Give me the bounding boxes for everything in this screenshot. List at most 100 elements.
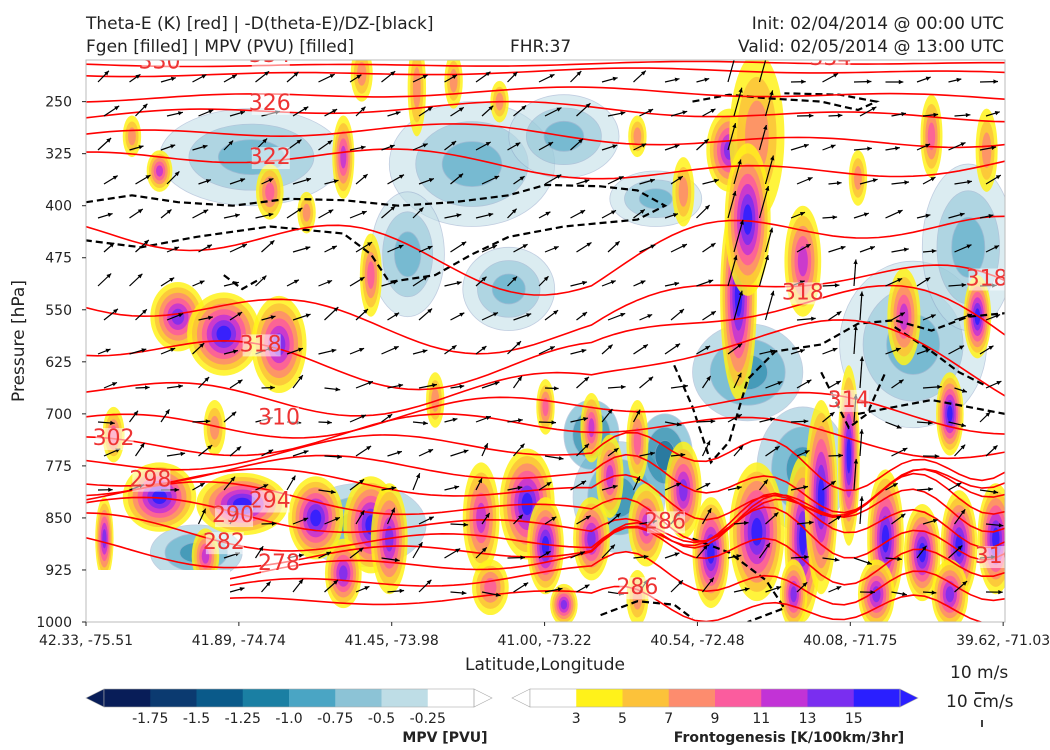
wind-vector-head [709, 577, 714, 583]
ddz-contour [600, 600, 694, 620]
wind-vector-head [960, 444, 966, 450]
wind-vector-head [898, 379, 904, 384]
wind-vector-head [303, 106, 309, 111]
colorbar-swatch [622, 689, 670, 707]
theta-e-label-bg [812, 60, 851, 70]
wind-vector-head [744, 587, 750, 592]
wind-vector-head [390, 71, 396, 76]
wind-vector [727, 60, 735, 83]
wind-vector-head [549, 74, 555, 79]
theta-e-contour [86, 60, 1005, 68]
wind-vector-head [553, 246, 559, 251]
wind-vector-head [268, 449, 274, 454]
wind-vector-head [966, 244, 972, 249]
wind-vector-head [519, 176, 525, 181]
wind-vector [853, 325, 857, 355]
fgen-contour [542, 397, 549, 417]
wind-vector-head [610, 544, 615, 550]
wind-vector-head [777, 381, 783, 386]
wind-vector-head [674, 552, 680, 557]
ddz-contour [86, 183, 668, 284]
colorbar-tick-label: -1.75 [132, 711, 168, 727]
wind-vector-head [960, 142, 966, 147]
theta-e-label: 278 [258, 551, 300, 576]
wind-vector-head [703, 139, 709, 144]
fgen-contour [152, 490, 167, 505]
wind-vector-head [650, 451, 655, 456]
wind-vector-head [737, 343, 743, 348]
colorbar-extend-right [473, 688, 493, 708]
wind-vector [764, 155, 774, 185]
wind-vector-head [264, 71, 270, 76]
wind-vector-head [201, 74, 207, 79]
wind-vector-head [228, 140, 234, 146]
wind-vector-head [107, 212, 113, 217]
wind-vector-head [811, 316, 816, 321]
wind-vector-head [830, 144, 836, 149]
colorbar-swatch [668, 689, 716, 707]
wind-vector-head [270, 385, 275, 390]
ddz-contour [857, 398, 1005, 415]
wind-vector-head [428, 449, 434, 454]
colorbar-swatch [853, 689, 901, 707]
wind-vector-head [611, 210, 616, 215]
y-tick-label: 775 [45, 459, 72, 475]
wind-vector-head [297, 207, 303, 213]
fgen-contour [302, 203, 311, 222]
colorbar-swatch [196, 689, 244, 707]
wind-vector-head [485, 142, 491, 146]
wind-vector-head [738, 445, 744, 451]
theta-e-label: 310 [975, 544, 1017, 569]
fgen-contour [881, 524, 890, 553]
wind-vector-head [485, 415, 491, 420]
wind-vector-head [582, 280, 587, 286]
wind-vector-head [859, 429, 864, 434]
wind-vector-head [461, 241, 467, 246]
theta-e-label-bg [830, 389, 869, 412]
wind-vector-head [859, 496, 864, 501]
wind-vector-head [390, 206, 396, 211]
fgen-contour [854, 166, 862, 190]
fgen-contour [797, 246, 808, 277]
fgen-contour [633, 427, 642, 456]
theta-e-contour [86, 585, 1005, 622]
wind-vector-head [493, 312, 498, 317]
wind-vector-head [584, 584, 590, 589]
wind-vector-head [174, 487, 180, 493]
wind-vector-head [904, 180, 909, 185]
colorbar-swatch [807, 689, 855, 707]
wind-vector-head [899, 312, 905, 317]
wind-vector-head [114, 105, 120, 111]
wind-vector-head [359, 348, 365, 352]
wind-vector-head [395, 111, 401, 116]
theta-e-label: 326 [249, 91, 291, 116]
wind-vector-head [959, 345, 965, 350]
wind-vector-head [641, 143, 647, 148]
wind-vector-head [833, 73, 839, 78]
y-tick-label: 475 [45, 251, 72, 267]
ddz-contour [223, 274, 262, 291]
wind-vector-head [706, 375, 711, 381]
wind-vector-head [170, 76, 176, 81]
wind-vector-head [261, 275, 267, 281]
wind-vector-head [337, 454, 342, 459]
theta-e-contour [86, 453, 1005, 514]
wind-vector-head [488, 105, 494, 111]
wind-vector-head [902, 591, 907, 597]
wind-vector-head [523, 582, 529, 587]
wind-vector-head [804, 450, 810, 455]
wind-vector-head [769, 417, 775, 422]
wind-vector-head [517, 376, 522, 382]
x-tick-label: 40.08, -71.75 [803, 633, 897, 649]
wind-vector-head [800, 212, 805, 216]
wind-vector [727, 255, 738, 287]
fgen-contour [751, 517, 763, 546]
wind-vector-head [512, 276, 517, 282]
x-axis-label: Latitude,Longitude [465, 655, 625, 675]
wind-vector-head [607, 409, 613, 414]
colorbar-extend-right [899, 688, 919, 708]
wind-vector-head [836, 586, 842, 591]
colorbar-tick-label: 15 [845, 711, 863, 727]
wind-vector-head [733, 52, 737, 57]
wind-vector-head [239, 587, 245, 592]
